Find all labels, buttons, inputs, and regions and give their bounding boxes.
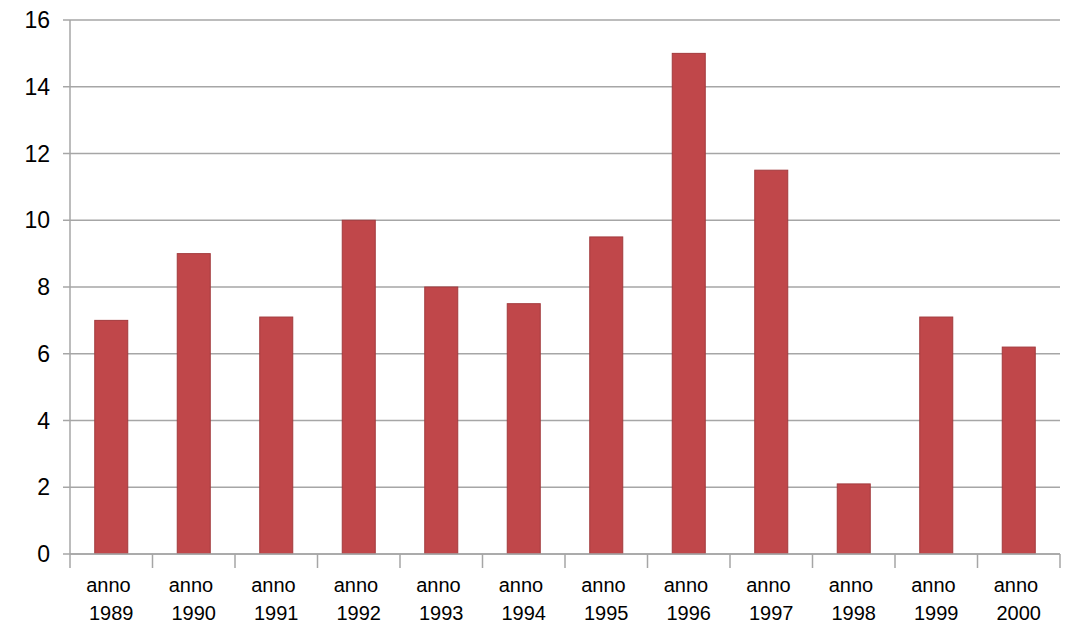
y-tick xyxy=(63,153,70,155)
y-tick-label: 8 xyxy=(37,274,50,300)
x-tick-label: anno 1991 xyxy=(251,574,301,624)
grid-line xyxy=(70,353,1060,355)
x-tick xyxy=(152,554,154,568)
grid-line xyxy=(70,286,1060,288)
bar xyxy=(507,304,540,554)
y-tick-label: 0 xyxy=(37,541,50,567)
x-tick-label: anno 1989 xyxy=(86,574,136,624)
grid-line xyxy=(70,86,1060,88)
grid-line xyxy=(70,153,1060,155)
y-tick-label: 10 xyxy=(24,207,50,233)
bars xyxy=(95,53,1036,554)
x-tick xyxy=(317,554,319,568)
x-tick xyxy=(729,554,731,568)
y-tick xyxy=(63,19,70,21)
y-tick xyxy=(63,353,70,355)
x-tick-label: anno 1997 xyxy=(746,574,796,624)
grid-line xyxy=(70,420,1060,422)
x-tick-label: anno 1994 xyxy=(499,574,549,624)
x-tick xyxy=(234,554,236,568)
x-tick-label: anno 1990 xyxy=(169,574,219,624)
bar xyxy=(425,287,458,554)
x-tick xyxy=(647,554,649,568)
bar xyxy=(177,254,210,554)
bar xyxy=(95,320,128,554)
bar xyxy=(755,170,788,554)
x-tick xyxy=(812,554,814,568)
x-tick-label: anno 1996 xyxy=(664,574,714,624)
x-tick-label: anno 1998 xyxy=(829,574,879,624)
x-tick xyxy=(69,554,71,568)
y-tick xyxy=(63,420,70,422)
bar xyxy=(920,317,953,554)
y-tick xyxy=(63,553,70,555)
x-tick xyxy=(482,554,484,568)
y-tick xyxy=(63,487,70,489)
bar xyxy=(260,317,293,554)
x-tick xyxy=(1059,554,1061,568)
bar xyxy=(1002,347,1035,554)
x-tick-label: anno 1993 xyxy=(416,574,466,624)
x-tick xyxy=(894,554,896,568)
bar xyxy=(672,53,705,554)
x-tick xyxy=(399,554,401,568)
y-tick xyxy=(63,86,70,88)
x-tick-label: anno 1992 xyxy=(334,574,384,624)
x-tick xyxy=(977,554,979,568)
x-tick-label: anno 1999 xyxy=(911,574,961,624)
y-tick-label: 14 xyxy=(24,74,50,100)
grid xyxy=(63,20,1060,554)
y-tick xyxy=(63,286,70,288)
bar xyxy=(342,220,375,554)
y-tick xyxy=(63,220,70,222)
y-tick-label: 16 xyxy=(24,7,50,33)
grid-line xyxy=(70,487,1060,489)
bar xyxy=(837,484,870,554)
chart: 0 2 4 6 8 10 12 14 16 anno 1989 anno 1990 anno 1991… xyxy=(0,0,1081,640)
y-tick-label: 4 xyxy=(37,408,50,434)
y-tick-label: 6 xyxy=(37,341,50,367)
bar xyxy=(590,237,623,554)
y-tick-label: 2 xyxy=(37,474,50,500)
y-axis xyxy=(69,20,71,554)
x-tick xyxy=(564,554,566,568)
x-tick-label: anno 2000 xyxy=(994,574,1044,624)
y-tick-label: 12 xyxy=(24,141,50,167)
grid-line xyxy=(70,220,1060,222)
chart-container: 0 2 4 6 8 10 12 14 16 anno 1989 anno 1990 anno 1991… xyxy=(0,0,1081,640)
x-tick-label: anno 1995 xyxy=(581,574,631,624)
grid-line xyxy=(70,19,1060,21)
